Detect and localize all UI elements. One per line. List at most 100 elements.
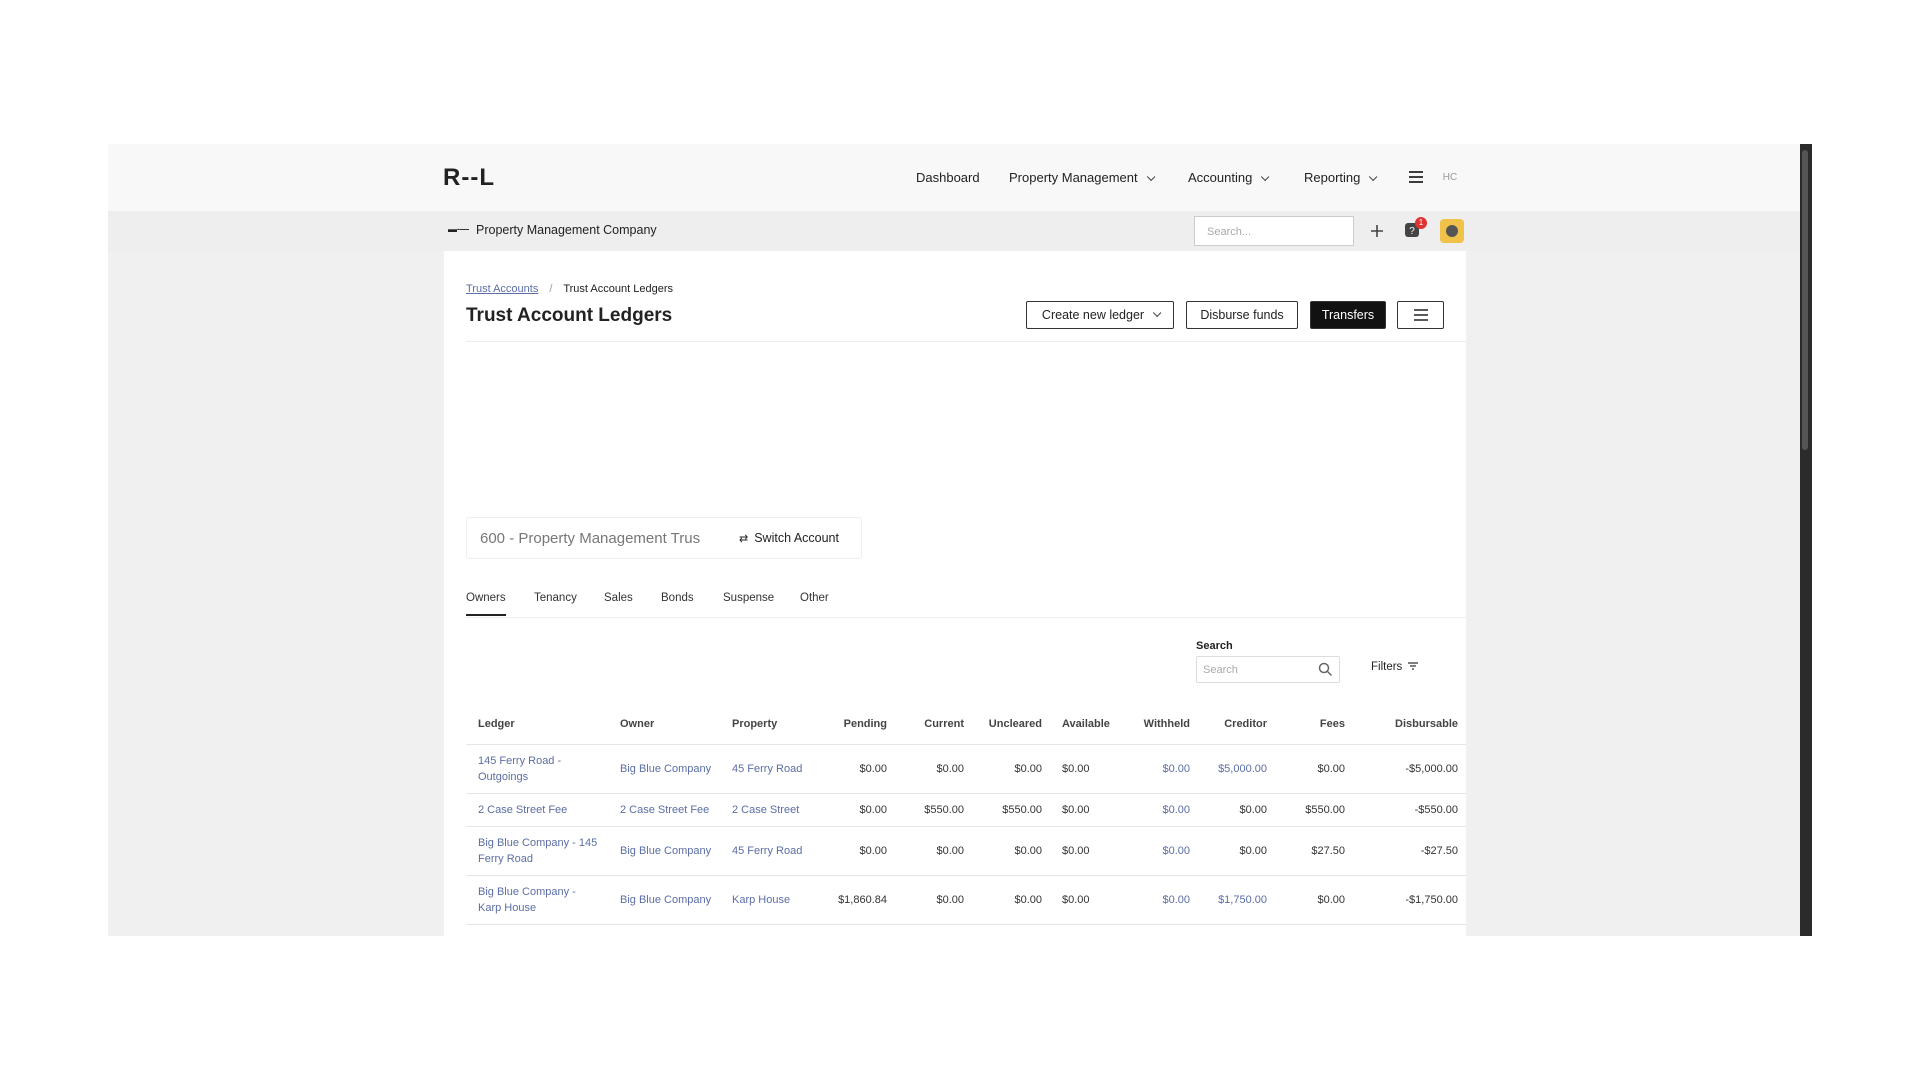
- column-header: Pending: [820, 704, 895, 745]
- nav-label: Property Management: [1009, 170, 1138, 185]
- cell-link[interactable]: $0.00: [1120, 875, 1198, 925]
- tab[interactable]: Sales: [604, 592, 633, 604]
- cell: $0.00: [820, 793, 895, 827]
- cell-link[interactable]: 2 Case Street: [720, 793, 820, 827]
- nav-item[interactable]: Dashboard: [916, 170, 980, 185]
- logo[interactable]: R--L: [443, 164, 495, 191]
- column-header: Property: [720, 704, 820, 745]
- button-label: Create new ledger: [1041, 308, 1145, 322]
- avatar[interactable]: HC: [1442, 171, 1458, 183]
- cell: $0.00: [820, 826, 895, 876]
- ledger-search[interactable]: Search: [1196, 656, 1340, 683]
- cell-link[interactable]: Brisbane Road Industrial Park Pty Ltd - …: [466, 924, 608, 936]
- cell: $0.00: [972, 744, 1050, 794]
- cell-link[interactable]: $0.00: [1120, 793, 1198, 827]
- cell-link[interactable]: 400 Brisbane Road: [720, 924, 820, 936]
- breadcrumb-link[interactable]: Trust Accounts: [466, 283, 539, 295]
- cell-link[interactable]: $0.00: [1120, 826, 1198, 876]
- cell-link[interactable]: 45 Ferry Road: [720, 744, 820, 794]
- cell-link[interactable]: 45 Ferry Road: [720, 826, 820, 876]
- cell-link[interactable]: Brisbane Road Industrial Park Pty Ltd: [608, 924, 720, 936]
- cell-link[interactable]: Karp House: [720, 875, 820, 925]
- cell: $27.50: [1275, 826, 1353, 876]
- user-avatar[interactable]: [1440, 219, 1464, 243]
- ledger-row[interactable]: Brisbane Road Industrial Park Pty Ltd - …: [466, 924, 1466, 936]
- tab[interactable]: Suspense: [723, 592, 775, 604]
- header-row: Ledger Owner Property Pending Current Unclear…: [466, 704, 1466, 745]
- cell: $0.00: [1198, 826, 1275, 876]
- cell: -$1,750.00: [1353, 875, 1466, 925]
- cell: $550.00: [1275, 793, 1353, 827]
- cell-link[interactable]: 2 Case Street Fee: [608, 793, 720, 827]
- cell-link[interactable]: Big Blue Company - Karp House: [466, 875, 608, 925]
- filters[interactable]: Filters: [1371, 661, 1419, 673]
- svg-text:?: ?: [1409, 226, 1415, 237]
- column-header: Fees: [1275, 704, 1353, 745]
- nav-item[interactable]: Property Management: [1009, 170, 1155, 185]
- search-placeholder: Search: [1203, 664, 1238, 676]
- cell: $0.00: [1050, 875, 1120, 925]
- cell: $0.00: [972, 826, 1050, 876]
- disburse-button[interactable]: Disburse funds: [1186, 301, 1298, 329]
- cell: $0.00: [895, 744, 972, 794]
- cell-link[interactable]: 145 Ferry Road - Outgoings: [466, 744, 608, 794]
- cell: $0.00: [1275, 875, 1353, 925]
- cell-link[interactable]: Big Blue Company: [608, 744, 720, 794]
- cell: $0.00: [820, 924, 895, 936]
- breadcrumb: Trust Accounts / Trust Account Ledgers: [466, 283, 673, 295]
- tab[interactable]: Owners: [466, 592, 506, 616]
- global-search[interactable]: Search...: [1194, 216, 1354, 246]
- column-header: Ledger: [466, 704, 608, 745]
- cell: $550.00: [895, 793, 972, 827]
- cell: $550.00: [972, 793, 1050, 827]
- column-header: Disbursable: [1353, 704, 1466, 745]
- cell-link[interactable]: 2 Case Street Fee: [466, 793, 608, 827]
- content-panel: Trust Accounts / Trust Account Ledgers T…: [444, 251, 1466, 936]
- cell: $0.00: [1198, 793, 1275, 827]
- table-head: Ledger Owner Property Pending Current Unclear…: [466, 704, 1466, 745]
- tab[interactable]: Other: [800, 592, 829, 604]
- tab[interactable]: Bonds: [661, 592, 694, 604]
- cell: -$27.50: [1353, 826, 1466, 876]
- add-icon[interactable]: [1370, 224, 1384, 238]
- cell-link[interactable]: $0.00: [1120, 924, 1198, 936]
- ledger-row[interactable]: Big Blue Company - Karp House Big Blue Co…: [466, 875, 1466, 925]
- cell-link[interactable]: Big Blue Company - 145 Ferry Road: [466, 826, 608, 876]
- create-ledger-button[interactable]: Create new ledger: [1026, 301, 1174, 329]
- cell: $1,860.84: [820, 875, 895, 925]
- cell-link[interactable]: $0.00: [1120, 744, 1198, 794]
- browser-view: R--L Dashboard Property Management Accou…: [108, 144, 1812, 936]
- cell-link[interactable]: Big Blue Company: [608, 875, 720, 925]
- tab[interactable]: Tenancy: [534, 592, 577, 604]
- cell: $0.00: [895, 875, 972, 925]
- menu-icon[interactable]: [1408, 170, 1424, 184]
- scrollbar-thumb[interactable]: [1802, 150, 1808, 450]
- column-header: Uncleared: [972, 704, 1050, 745]
- ledger-row[interactable]: 2 Case Street Fee 2 Case Street Fee 2 Case…: [466, 793, 1466, 827]
- company-logo: ▬‑—: [448, 224, 469, 234]
- ledger-table: Ledger Owner Property Pending Current Unclear…: [466, 704, 1466, 936]
- transfers-button[interactable]: Transfers: [1310, 301, 1386, 329]
- cell: $0.00: [1050, 744, 1120, 794]
- cell-link[interactable]: $1,750.00: [1198, 875, 1275, 925]
- cell-link[interactable]: Big Blue Company: [608, 826, 720, 876]
- options-button[interactable]: [1397, 301, 1444, 329]
- cell: $0.00: [972, 875, 1050, 925]
- nav-label: Reporting: [1304, 170, 1361, 185]
- cell-link[interactable]: $5,000.00: [1198, 744, 1275, 794]
- table-body: 145 Ferry Road - Outgoings Big Blue Compa…: [466, 744, 1466, 936]
- switch-account[interactable]: ⇄ Switch Account: [739, 531, 839, 545]
- company-name: Property Management Company: [476, 223, 657, 237]
- cell: $0.00: [1275, 924, 1353, 936]
- ledger-row[interactable]: Big Blue Company - 145 Ferry Road Big Blu…: [466, 826, 1466, 876]
- ledger-row[interactable]: 145 Ferry Road - Outgoings Big Blue Compa…: [466, 744, 1466, 794]
- nav-label: Accounting: [1188, 170, 1253, 185]
- nav-item[interactable]: Reporting: [1304, 170, 1378, 185]
- cell: $0.00: [972, 924, 1050, 936]
- cell: $0.00: [895, 826, 972, 876]
- notification-badge: 1: [1415, 217, 1427, 229]
- top-nav: R--L Dashboard Property Management Accou…: [108, 144, 1800, 211]
- nav-item[interactable]: Accounting: [1188, 170, 1270, 185]
- cell: -$5,000.00: [1353, 744, 1466, 794]
